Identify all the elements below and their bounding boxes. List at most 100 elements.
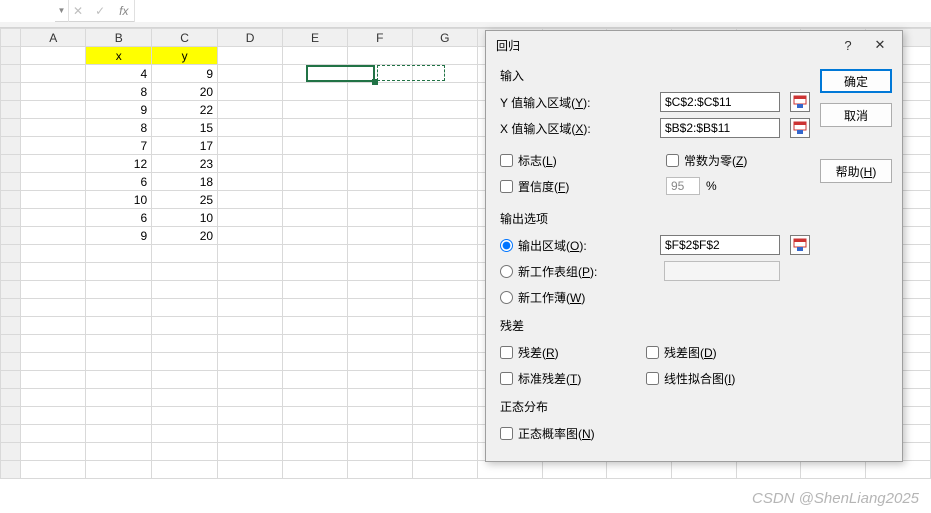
col-header-B[interactable]: B xyxy=(86,29,152,47)
cell-G8[interactable] xyxy=(412,173,477,191)
cell-A23[interactable] xyxy=(21,443,86,461)
x-range-picker-icon[interactable] xyxy=(790,118,810,138)
cell-C24[interactable] xyxy=(152,461,218,479)
row-header-20[interactable] xyxy=(1,389,21,407)
cell-A8[interactable] xyxy=(21,173,86,191)
cell-C15[interactable] xyxy=(152,299,218,317)
row-header-14[interactable] xyxy=(1,281,21,299)
cell-B1[interactable]: x xyxy=(86,47,152,65)
cell-B2[interactable]: 4 xyxy=(86,65,152,83)
normal-prob-checkbox[interactable]: 正态概率图(N) xyxy=(500,425,595,442)
line-fit-plots-checkbox[interactable]: 线性拟合图(I) xyxy=(646,370,735,387)
cell-D12[interactable] xyxy=(218,245,283,263)
cell-D18[interactable] xyxy=(218,353,283,371)
dialog-titlebar[interactable]: 回归 ? ✕ xyxy=(486,31,902,59)
x-range-input[interactable] xyxy=(660,118,780,138)
cell-D13[interactable] xyxy=(218,263,283,281)
cell-E18[interactable] xyxy=(283,353,348,371)
cell-C1[interactable]: y xyxy=(152,47,218,65)
ok-button[interactable]: 确定 xyxy=(820,69,892,93)
cell-F7[interactable] xyxy=(347,155,412,173)
help-icon[interactable]: ? xyxy=(832,33,864,57)
residuals-checkbox[interactable]: 残差(R) xyxy=(500,344,640,361)
close-icon[interactable]: ✕ xyxy=(864,33,896,57)
cell-A15[interactable] xyxy=(21,299,86,317)
cell-G1[interactable] xyxy=(412,47,477,65)
col-header-D[interactable]: D xyxy=(218,29,283,47)
cell-A9[interactable] xyxy=(21,191,86,209)
cell-D4[interactable] xyxy=(218,101,283,119)
cell-B17[interactable] xyxy=(86,335,152,353)
cell-A16[interactable] xyxy=(21,317,86,335)
cell-D2[interactable] xyxy=(218,65,283,83)
cell-G5[interactable] xyxy=(412,119,477,137)
confidence-checkbox[interactable]: 置信度(F) xyxy=(500,178,569,195)
cell-C12[interactable] xyxy=(152,245,218,263)
cell-B12[interactable] xyxy=(86,245,152,263)
cell-G15[interactable] xyxy=(412,299,477,317)
cell-G9[interactable] xyxy=(412,191,477,209)
cell-D14[interactable] xyxy=(218,281,283,299)
cell-D22[interactable] xyxy=(218,425,283,443)
cell-B6[interactable]: 7 xyxy=(86,137,152,155)
cell-A19[interactable] xyxy=(21,371,86,389)
cell-G12[interactable] xyxy=(412,245,477,263)
row-header-12[interactable] xyxy=(1,245,21,263)
cell-G13[interactable] xyxy=(412,263,477,281)
row-header-9[interactable] xyxy=(1,191,21,209)
cell-C16[interactable] xyxy=(152,317,218,335)
name-box[interactable] xyxy=(0,0,55,22)
output-range-radio[interactable]: 输出区域(O): xyxy=(500,237,630,254)
cell-C22[interactable] xyxy=(152,425,218,443)
cell-B15[interactable] xyxy=(86,299,152,317)
cell-B23[interactable] xyxy=(86,443,152,461)
row-header-10[interactable] xyxy=(1,209,21,227)
cell-X24[interactable] xyxy=(607,461,672,479)
cell-F21[interactable] xyxy=(347,407,412,425)
cell-A11[interactable] xyxy=(21,227,86,245)
cell-E19[interactable] xyxy=(283,371,348,389)
y-range-picker-icon[interactable] xyxy=(790,92,810,112)
cell-X24[interactable] xyxy=(542,461,607,479)
cell-C20[interactable] xyxy=(152,389,218,407)
cell-D16[interactable] xyxy=(218,317,283,335)
cell-F11[interactable] xyxy=(347,227,412,245)
cell-A1[interactable] xyxy=(21,47,86,65)
cell-F23[interactable] xyxy=(347,443,412,461)
cell-C13[interactable] xyxy=(152,263,218,281)
cell-C4[interactable]: 22 xyxy=(152,101,218,119)
cell-D23[interactable] xyxy=(218,443,283,461)
cell-F6[interactable] xyxy=(347,137,412,155)
cell-B24[interactable] xyxy=(86,461,152,479)
cell-B3[interactable]: 8 xyxy=(86,83,152,101)
cell-D1[interactable] xyxy=(218,47,283,65)
cell-C14[interactable] xyxy=(152,281,218,299)
cell-C11[interactable]: 20 xyxy=(152,227,218,245)
row-header-21[interactable] xyxy=(1,407,21,425)
cell-F19[interactable] xyxy=(347,371,412,389)
cell-B20[interactable] xyxy=(86,389,152,407)
cell-G2[interactable] xyxy=(412,65,477,83)
cell-A21[interactable] xyxy=(21,407,86,425)
row-header-18[interactable] xyxy=(1,353,21,371)
cell-G10[interactable] xyxy=(412,209,477,227)
col-header-G[interactable]: G xyxy=(412,29,477,47)
row-header-11[interactable] xyxy=(1,227,21,245)
y-range-input[interactable] xyxy=(660,92,780,112)
cell-E6[interactable] xyxy=(283,137,348,155)
cell-D20[interactable] xyxy=(218,389,283,407)
cell-G11[interactable] xyxy=(412,227,477,245)
row-header-3[interactable] xyxy=(1,83,21,101)
row-header-16[interactable] xyxy=(1,317,21,335)
cell-E5[interactable] xyxy=(283,119,348,137)
cancel-button[interactable]: 取消 xyxy=(820,103,892,127)
cell-D19[interactable] xyxy=(218,371,283,389)
cell-B19[interactable] xyxy=(86,371,152,389)
cell-F20[interactable] xyxy=(347,389,412,407)
cell-C9[interactable]: 25 xyxy=(152,191,218,209)
cell-E9[interactable] xyxy=(283,191,348,209)
cell-C5[interactable]: 15 xyxy=(152,119,218,137)
cell-E21[interactable] xyxy=(283,407,348,425)
cell-E24[interactable] xyxy=(283,461,348,479)
col-header-E[interactable]: E xyxy=(283,29,348,47)
